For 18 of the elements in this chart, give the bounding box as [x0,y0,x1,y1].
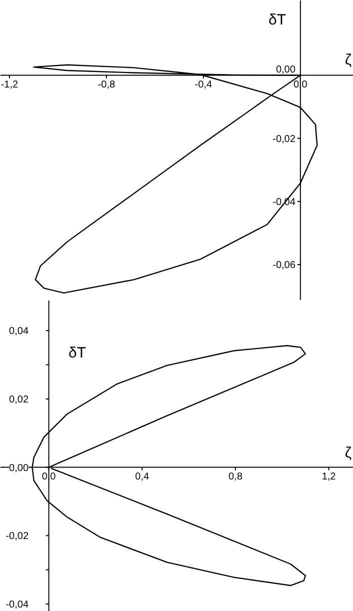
y-tick-label: -0,02 [272,134,296,145]
y-tick-label: -0,06 [272,260,296,272]
x-axis-title: ζ [344,52,352,68]
x-tick-label: 1,2 [322,471,336,482]
y-tick-label: -0,02 [6,531,29,542]
y-tick-label: 0,00 [276,64,296,76]
y-axis-title: δT [68,344,86,362]
y-tick-label: 0,02 [9,394,29,406]
x-axis-title: ζ [344,444,352,462]
y-tick-label: -0,04 [6,599,29,610]
x-tick-label: 0,8 [228,471,243,482]
y-axis-title: δT [268,12,286,28]
y-tick-label: 0,00 [9,462,29,474]
x-tick-label: -0,4 [194,79,212,90]
x-tick-label: -1,2 [0,79,19,90]
x-tick-label: 0,4 [135,471,150,482]
y-tick-label: 0,04 [9,326,29,338]
x-tick-label: -0,8 [98,79,116,90]
